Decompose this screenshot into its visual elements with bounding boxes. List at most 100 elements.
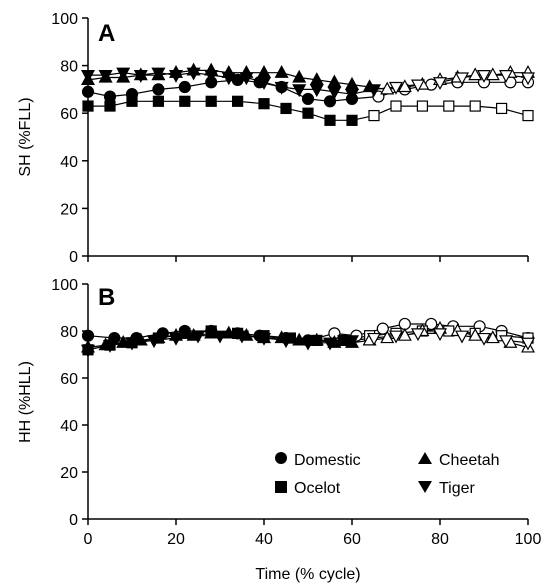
panel-b-series (80, 317, 536, 358)
panel-a-point-cheetah-17 (380, 81, 395, 95)
panel-a-point-ocelot-14 (416, 100, 428, 112)
panel-a-y-tick-label-0: 0 (69, 249, 78, 266)
panel-a-y-tick-label-100: 100 (51, 11, 78, 28)
panel-a-point-tiger-22 (498, 70, 514, 83)
panel-a-point-ocelot-18 (522, 109, 534, 122)
panel-a-point-tiger-23 (520, 72, 536, 86)
panel-a-point-tiger-20 (454, 72, 470, 86)
panel-a-point-cheetah-11 (274, 64, 289, 78)
panel-a-point-ocelot-2 (126, 95, 138, 107)
panel-a-series (80, 62, 536, 126)
panel-a-point-ocelot-11 (346, 114, 358, 126)
panel-b-x-tick-label-0: 0 (84, 531, 93, 548)
panel-a-point-domestic-1 (103, 90, 117, 103)
panel-a-y-tick-label-60: 60 (60, 106, 78, 123)
panel-b-point-cheetah-17 (380, 330, 395, 344)
panel-b-x-tick-label-20: 20 (167, 531, 185, 548)
panel-a-point-cheetah-12 (292, 69, 307, 83)
panel-b-point-domestic-12 (376, 322, 389, 335)
panel-b-point-tiger-10 (300, 337, 316, 351)
legend-marker-domestic (275, 452, 287, 464)
legend-marker-ocelot (275, 481, 287, 493)
panel-a-point-ocelot-8 (280, 102, 292, 115)
panel-b-y-tick-label-20: 20 (60, 465, 78, 482)
panel-a-point-domestic-4 (178, 80, 191, 94)
panel-a-point-domestic-9 (301, 92, 315, 106)
panel-a-point-tiger-16 (366, 84, 382, 98)
panel-a-point-tiger-1 (98, 70, 113, 83)
panel-b-x-tick-label-40: 40 (255, 531, 273, 548)
panel-b-y-label: HH (%HLL) (17, 361, 34, 443)
panel-b-x-tick-label-80: 80 (431, 531, 449, 548)
panel-a-point-cheetah-18 (397, 79, 412, 93)
panel-a-point-domestic-10 (323, 95, 337, 108)
panel-a-point-tiger-19 (432, 77, 448, 91)
panel-b-point-tiger-5 (190, 330, 206, 344)
panel-a-label: A (98, 20, 115, 47)
panel-b-point-tiger-2 (124, 337, 140, 351)
panel-b-point-tiger-16 (432, 328, 448, 342)
panel-b-point-tiger-9 (278, 335, 294, 349)
panel-a-point-tiger-10 (256, 77, 272, 91)
panel-a-point-ocelot-16 (469, 100, 481, 112)
panel-b-y-tick-label-0: 0 (69, 512, 78, 529)
panel-b-point-tiger-13 (366, 332, 382, 346)
panel-a-point-tiger-11 (274, 81, 289, 95)
panel-a-point-ocelot-5 (205, 95, 217, 107)
panel-a-point-tiger-17 (388, 81, 404, 95)
panel-b-point-tiger-20 (520, 337, 536, 351)
panel-b-point-cheetah-18 (397, 327, 412, 341)
panel-a-ticks: 0 20 40 60 80 100 (51, 11, 529, 266)
panel-a-point-tiger-6 (186, 67, 201, 81)
legend-label-ocelot: Ocelot (294, 480, 341, 497)
panel-b-point-tiger-15 (410, 328, 426, 342)
panel-a-point-tiger-8 (221, 72, 236, 86)
panel-b-y-tick-label-100: 100 (51, 277, 78, 294)
panel-b-point-tiger-3 (146, 335, 162, 349)
panel-a-point-tiger-21 (476, 70, 492, 83)
panel-a-point-tiger-18 (410, 79, 426, 93)
panel-b-point-tiger-6 (212, 330, 228, 344)
panel-b: 0 20 40 60 80 100 0 20 40 60 80 100 B HH (%HLL) (17, 277, 541, 548)
panel-a-point-ocelot-1 (104, 100, 116, 112)
panel-a-point-ocelot-3 (152, 95, 164, 107)
panel-b-label: B (98, 284, 115, 311)
legend-label-domestic: Domestic (294, 452, 361, 469)
panel-a-point-ocelot-9 (302, 107, 314, 119)
panel-a-point-domestic-3 (152, 83, 165, 96)
panel-b-point-cheetah-23 (485, 330, 500, 344)
panel-a-point-tiger-2 (116, 67, 131, 81)
legend: Domestic Cheetah Ocelot Tiger (275, 452, 500, 497)
legend-label-cheetah: Cheetah (439, 452, 500, 469)
panel-a-point-ocelot-4 (179, 95, 191, 107)
panel-a-point-cheetah-22 (468, 67, 483, 81)
panel-b-point-tiger-11 (322, 337, 338, 351)
panel-a-point-tiger-4 (151, 67, 166, 81)
panel-b-point-tiger-4 (168, 332, 184, 346)
panel-a-point-cheetah-10 (256, 64, 272, 78)
panel-a-point-cheetah-23 (485, 67, 500, 81)
panel-a-point-tiger-13 (309, 84, 324, 98)
panel-a-point-ocelot-7 (258, 98, 270, 110)
panel-a-point-tiger-5 (168, 70, 184, 83)
panel-b-y-tick-label-80: 80 (60, 324, 78, 341)
panel-a-point-ocelot-13 (390, 100, 402, 112)
panel-b-point-tiger-17 (454, 330, 470, 344)
panel-b-y-tick-label-60: 60 (60, 371, 78, 388)
panel-b-point-tiger-14 (388, 330, 404, 344)
panel-b-point-cheetah-2 (116, 334, 131, 348)
panel-a-y-label: SH (%FLL) (17, 97, 34, 176)
panel-b-point-tiger-12 (344, 335, 360, 349)
panel-b-x-tick-label-100: 100 (515, 531, 542, 548)
panel-a-y-tick-label-80: 80 (60, 59, 78, 76)
panel-a-point-ocelot-15 (443, 100, 455, 112)
panel-b-point-tiger-1 (102, 340, 118, 353)
legend-label-tiger: Tiger (439, 480, 476, 497)
panel-b-point-tiger-8 (256, 332, 272, 346)
panel-a: 0 20 40 60 80 100 A SH (%FLL) (17, 11, 536, 266)
legend-marker-tiger (418, 481, 432, 493)
panel-b-point-domestic-14 (425, 317, 438, 331)
panel-b-x-tick-label-60: 60 (343, 531, 361, 548)
panel-a-point-tiger-3 (133, 70, 148, 83)
